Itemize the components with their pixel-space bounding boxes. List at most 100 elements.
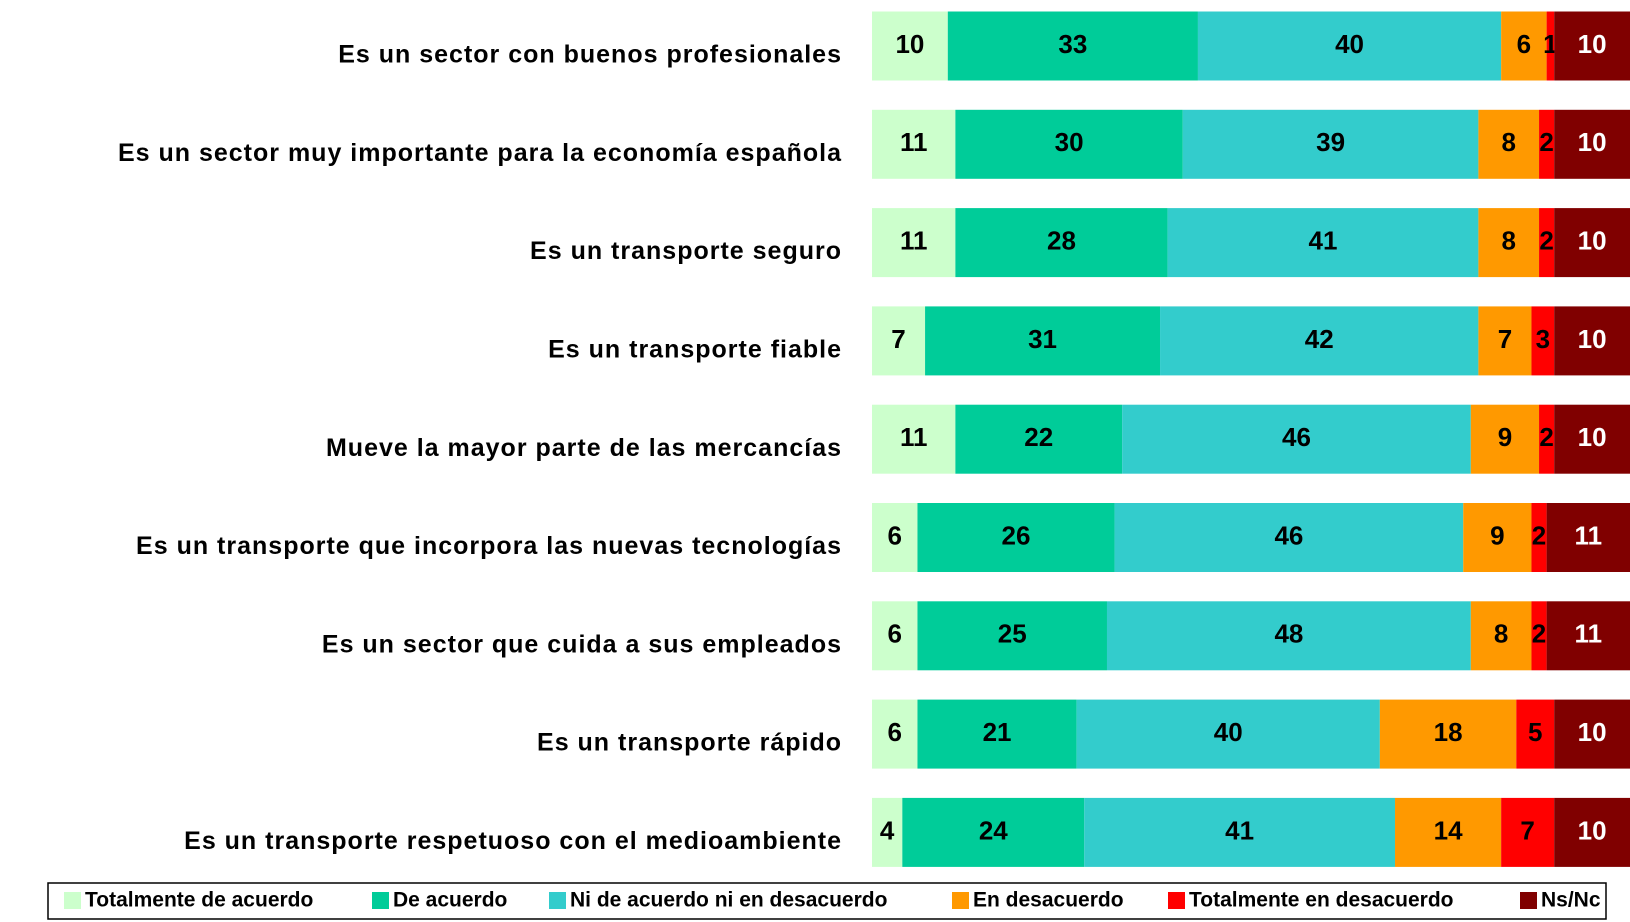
value-label: 11 [900, 225, 928, 255]
value-label: 8 [1501, 225, 1515, 255]
value-label: 10 [1578, 717, 1607, 747]
bar-segment [1395, 797, 1502, 867]
value-label: 6 [888, 619, 902, 649]
legend-label: De acuerdo [393, 889, 507, 912]
legend-label: Totalmente de acuerdo [85, 889, 313, 912]
value-label: 40 [1335, 29, 1364, 59]
value-label: 11 [900, 422, 928, 452]
bar-segment [1478, 306, 1532, 376]
value-label: 6 [1517, 29, 1531, 59]
category-label: Es un sector con buenos profesionales [338, 41, 842, 69]
category-label: Mueve la mayor parte de las mercancías [326, 434, 842, 462]
value-label: 6 [888, 520, 902, 550]
value-label: 10 [1578, 127, 1607, 157]
bar-segment [1470, 404, 1540, 474]
legend-label: Ni de acuerdo ni en desacuerdo [570, 889, 887, 912]
bar-segment [917, 699, 1077, 769]
value-label: 9 [1490, 520, 1504, 550]
bar-segment [872, 404, 956, 474]
bar-segment [872, 306, 926, 376]
bar-segment [1478, 109, 1540, 179]
value-label: 39 [1316, 127, 1345, 157]
bar-segment [1478, 208, 1540, 278]
value-label: 46 [1282, 422, 1311, 452]
bar-segment [1106, 601, 1471, 671]
value-label: 7 [1498, 324, 1512, 354]
value-label: 10 [1578, 29, 1607, 59]
value-label: 24 [979, 815, 1008, 845]
bar-segment [1539, 208, 1555, 278]
bar-segment [1501, 797, 1555, 867]
bar-segment [872, 503, 918, 572]
value-label: 42 [1305, 324, 1334, 354]
legend-label: Totalmente en desacuerdo [1189, 889, 1454, 912]
bar-segment [1554, 699, 1630, 769]
value-label: 8 [1501, 127, 1515, 157]
category-label: Es un transporte respetuoso con el medio… [184, 827, 842, 855]
value-label: 2 [1532, 520, 1546, 550]
bar-segment [1463, 503, 1532, 572]
value-label: 5 [1528, 717, 1542, 747]
bar-segment [872, 699, 918, 769]
value-label: 4 [880, 815, 895, 845]
bar-segment [955, 109, 1183, 179]
bar-segment [1546, 503, 1630, 572]
category-label: Es un transporte seguro [530, 237, 842, 265]
category-label: Es un sector muy importante para la econ… [118, 139, 842, 167]
value-label: 25 [998, 619, 1027, 649]
bar-segment [872, 797, 903, 867]
value-label: 40 [1214, 717, 1243, 747]
value-label: 46 [1274, 520, 1303, 550]
value-label: 14 [1434, 815, 1463, 845]
bar-segment [1076, 699, 1380, 769]
value-label: 7 [891, 324, 905, 354]
bar-segment [1197, 11, 1502, 81]
bar-segment [955, 404, 1123, 474]
legend-swatch [64, 892, 81, 909]
bar-segment [1114, 503, 1464, 572]
value-label: 18 [1434, 717, 1463, 747]
bar-segment [947, 11, 1198, 81]
value-label: 2 [1539, 422, 1553, 452]
bar-segment [1470, 601, 1532, 671]
value-label: 26 [1002, 520, 1031, 550]
bar-segment [917, 503, 1115, 572]
bar-segment [1554, 208, 1630, 278]
bar-segment [1182, 109, 1479, 179]
legend-label: Ns/Nc [1541, 889, 1601, 912]
legend-label: En desacuerdo [973, 889, 1124, 912]
bar-segment [872, 601, 918, 671]
category-label: Es un transporte rápido [537, 729, 842, 757]
legend-swatch [549, 892, 566, 909]
category-label: Es un transporte que incorpora las nueva… [136, 532, 842, 560]
legend-box [47, 882, 1607, 920]
value-label: 3 [1536, 324, 1550, 354]
value-label: 7 [1520, 815, 1534, 845]
bar-segment [1516, 699, 1555, 769]
value-label: 41 [1225, 815, 1254, 845]
legend-swatch [372, 892, 389, 909]
value-label: 28 [1047, 225, 1076, 255]
value-label: 11 [900, 127, 928, 157]
bar-segment [1554, 797, 1630, 867]
bar-segment [1122, 404, 1471, 474]
bar-segment [925, 306, 1161, 376]
bar-segment [1084, 797, 1396, 867]
value-label: 6 [888, 717, 902, 747]
bar-segment [872, 208, 956, 278]
category-label: Es un sector que cuida a sus empleados [322, 630, 842, 658]
bar-segment [1554, 11, 1630, 81]
value-label: 10 [895, 29, 924, 59]
bar-segment [872, 109, 956, 179]
bar-segment [1546, 11, 1555, 81]
bar-segment [1539, 109, 1555, 179]
value-label: 10 [1578, 225, 1607, 255]
value-label: 21 [983, 717, 1012, 747]
value-label: 11 [1575, 520, 1603, 550]
value-label: 2 [1539, 127, 1553, 157]
bar-segment [1531, 601, 1547, 671]
bar-segment [1554, 109, 1630, 179]
bar-segment [902, 797, 1085, 867]
legend-swatch [1520, 892, 1537, 909]
value-label: 10 [1578, 815, 1607, 845]
